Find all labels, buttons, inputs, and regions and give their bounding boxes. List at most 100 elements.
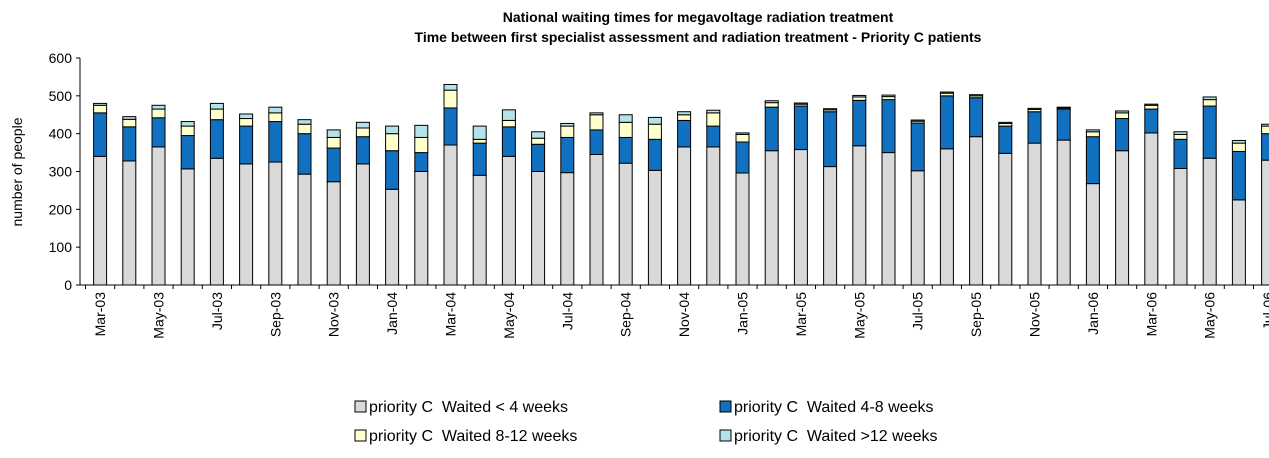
bar-segment	[677, 119, 692, 148]
bar-segment	[706, 146, 721, 286]
bar-segment	[239, 163, 254, 286]
bar-segment	[793, 105, 808, 151]
bar-segment	[823, 111, 838, 168]
bar-segment	[443, 89, 458, 109]
bar-segment	[326, 136, 341, 149]
bar-segment	[1231, 199, 1246, 286]
bar-segment	[355, 121, 370, 129]
bar-segment	[1202, 96, 1217, 101]
x-tick-label: Jan-04	[384, 292, 400, 335]
bar-segment	[472, 138, 487, 144]
bar-segment	[589, 129, 604, 155]
bar-segment	[93, 104, 108, 114]
y-tick-label: 200	[49, 201, 73, 217]
bar-segment	[93, 102, 108, 106]
bar-segment	[385, 188, 400, 286]
bar-segment	[823, 108, 838, 111]
bar-segment	[881, 152, 896, 286]
y-tick-label: 400	[49, 126, 73, 142]
bar-segment	[706, 125, 721, 148]
bar-segment	[998, 152, 1013, 286]
bar-segment	[823, 166, 838, 286]
x-tick-label: May-04	[501, 292, 517, 339]
bar-segment	[297, 119, 312, 125]
bar-segment	[93, 112, 108, 157]
bar-segment	[472, 125, 487, 140]
x-tick-label: Mar-05	[793, 292, 809, 337]
bar-segment	[355, 136, 370, 165]
x-tick-label: May-05	[851, 292, 867, 339]
bar-segment	[531, 137, 546, 145]
bar-segment	[852, 99, 867, 147]
bar-segment	[560, 172, 575, 286]
x-tick-label: Nov-04	[676, 292, 692, 337]
bar-segment	[297, 173, 312, 286]
bar-segment	[1056, 139, 1071, 286]
bar-segment	[151, 146, 166, 286]
bar-segment	[910, 122, 925, 172]
bar-segment	[209, 108, 224, 121]
y-tick-label: 100	[49, 239, 73, 255]
bar-segment	[764, 100, 779, 104]
bar-segment	[122, 118, 137, 128]
bar-segment	[589, 114, 604, 131]
bar-segment	[706, 109, 721, 114]
bar-segment	[209, 119, 224, 159]
bar-segment	[764, 106, 779, 152]
bar-segment	[1027, 107, 1042, 110]
x-tick-label: Sep-05	[968, 292, 984, 337]
x-tick-label: Mar-06	[1143, 292, 1159, 337]
bar-segment	[1056, 106, 1071, 109]
bar-segment	[852, 145, 867, 286]
bar-segment	[647, 116, 662, 125]
bar-segment	[735, 133, 750, 143]
bar-segment	[122, 116, 137, 120]
bar-segment	[414, 124, 429, 138]
bar-segment	[385, 133, 400, 152]
bar-segment	[1231, 142, 1246, 152]
y-tick-label: 300	[49, 164, 73, 180]
bar-segment	[589, 153, 604, 286]
legend-label: priority C Waited 4-8 weeks	[734, 399, 933, 416]
bar-segment	[443, 83, 458, 91]
bar-segment	[501, 119, 516, 128]
bar-segment	[297, 123, 312, 135]
bar-segment	[326, 129, 341, 138]
bar-segment	[618, 162, 633, 286]
x-tick-label: Sep-04	[618, 292, 634, 337]
bar-segment	[93, 155, 108, 286]
bar-segment	[560, 122, 575, 127]
bar-segment	[677, 146, 692, 286]
x-tick-label: Jan-06	[1085, 292, 1101, 335]
bar-segment	[706, 112, 721, 127]
bar-segment	[1085, 131, 1100, 138]
bar-segment	[414, 152, 429, 172]
bar-segment	[385, 125, 400, 135]
bar-segment	[647, 123, 662, 140]
legend-label: priority C Waited 8-12 weeks	[369, 428, 577, 445]
bar-segment	[998, 125, 1013, 154]
bar-segment	[531, 171, 546, 286]
bar-segment	[998, 121, 1013, 124]
y-tick-label: 500	[49, 88, 73, 104]
bar-segment	[939, 95, 954, 150]
bar-segment	[764, 102, 779, 108]
bar-segment	[443, 144, 458, 286]
bar-segment	[852, 94, 867, 98]
bar-segment	[1261, 125, 1269, 135]
bar-segment	[1202, 105, 1217, 159]
bar-segment	[618, 136, 633, 164]
bar-segment	[939, 148, 954, 286]
bar-segment	[1173, 133, 1188, 140]
bar-segment	[268, 112, 283, 123]
bar-segment	[297, 133, 312, 175]
bar-segment	[618, 114, 633, 123]
bar-segment	[501, 155, 516, 286]
bar-segment	[180, 135, 195, 170]
bar-segment	[793, 149, 808, 286]
bar-segment	[1144, 103, 1159, 106]
bar-segment	[1173, 138, 1188, 169]
bar-segment	[1173, 131, 1188, 135]
bar-segment	[385, 150, 400, 190]
bar-segment	[1231, 139, 1246, 144]
